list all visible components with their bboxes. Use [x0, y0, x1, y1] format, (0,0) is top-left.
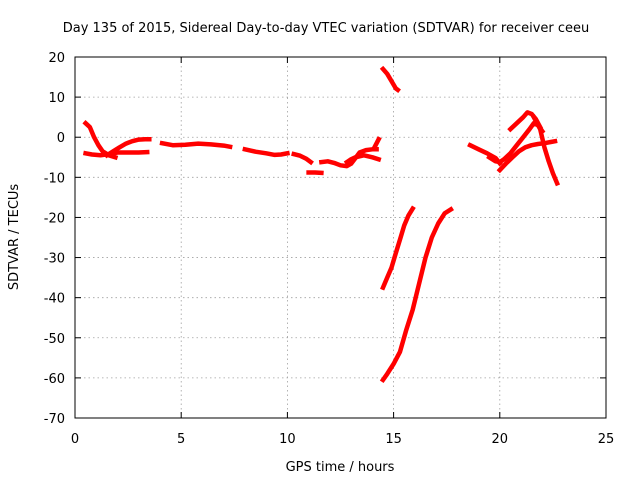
x-axis-label: GPS time / hours: [286, 460, 395, 475]
series-segment: [291, 151, 314, 166]
grid-lines: [75, 57, 606, 418]
x-tick-label: 5: [177, 432, 185, 447]
x-tick-label: 10: [279, 432, 296, 447]
x-tick-label: 25: [598, 432, 615, 447]
series-segment: [318, 147, 379, 169]
series-layer: [82, 65, 561, 384]
y-axis: -70 -60 -50 -40 -30 -20 -10 0 10 20: [44, 51, 606, 427]
series-segment: [380, 205, 416, 291]
plot-frame: [74, 56, 607, 419]
y-tick-label: 10: [48, 91, 65, 106]
y-tick-label: -60: [44, 372, 65, 387]
x-tick-label: 0: [71, 432, 79, 447]
y-tick-label: 20: [48, 51, 65, 66]
series-segment: [242, 146, 291, 158]
series-segment: [530, 114, 561, 187]
y-tick-label: -20: [44, 211, 65, 226]
y-tick-label: 0: [57, 131, 65, 146]
series-segment: [343, 153, 382, 166]
x-tick-label: 20: [492, 432, 509, 447]
y-tick-label: -30: [44, 252, 65, 267]
y-tick-label: -50: [44, 332, 65, 347]
y-tick-label: -10: [44, 171, 65, 186]
series-segment: [379, 65, 401, 94]
series-segment: [159, 140, 233, 150]
x-tick-label: 15: [385, 432, 402, 447]
y-tick-label: -70: [44, 412, 65, 427]
series-segment: [103, 136, 152, 159]
x-axis: 0 5 10 15 20 25: [71, 57, 614, 447]
series-segment: [379, 206, 455, 384]
series-segment: [371, 136, 382, 151]
chart-title: Day 135 of 2015, Sidereal Day-to-day VTE…: [63, 21, 590, 36]
y-tick-label: -40: [44, 292, 65, 307]
series-segment: [82, 149, 150, 158]
series-segment: [496, 138, 558, 174]
y-axis-label: SDTVAR / TECUs: [7, 184, 22, 291]
